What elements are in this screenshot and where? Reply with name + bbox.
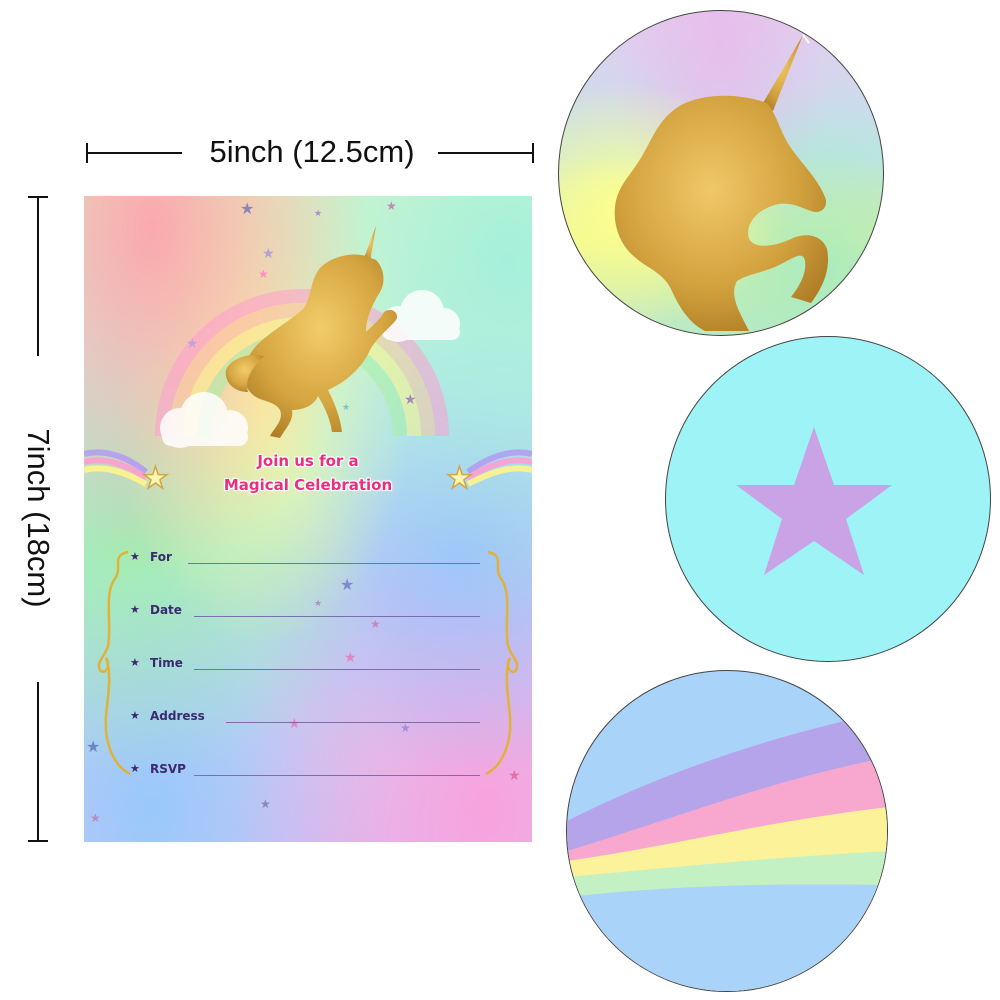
star-icon: ★ — [90, 811, 101, 825]
star-icon: ★ — [404, 391, 417, 407]
purple-star-icon — [736, 427, 892, 575]
star-icon: ★ — [260, 797, 271, 811]
bullet-star-icon: ★ — [130, 763, 140, 775]
height-dimension: 7inch (18cm) — [16, 196, 60, 842]
field-line — [194, 775, 480, 776]
invitation-card: ★ ★ ★ ★ ★ ★ ★ ★ ★ ★ ★ ★ ★ ★ ★ ★ ★ ★ — [84, 196, 532, 842]
field-time: ★ Time — [130, 654, 480, 674]
star-icon: ★ — [186, 335, 199, 351]
star-icon: ★ — [344, 649, 357, 665]
height-dimension-line-top — [37, 196, 39, 356]
star-icon: ★ — [86, 739, 100, 756]
star-icon: ★ — [314, 208, 322, 218]
star-icon: ★ — [400, 721, 411, 735]
rainbow-wave-sticker — [566, 670, 888, 992]
width-dimension-line-left — [86, 152, 182, 154]
field-label: For — [150, 550, 172, 564]
field-date: ★ Date — [130, 601, 480, 621]
width-dimension-tick-right — [532, 143, 534, 163]
height-dimension-tick-bottom — [28, 840, 48, 842]
star-icon: ★ — [342, 402, 350, 412]
rainbow-ribbon-left — [84, 449, 148, 487]
field-line — [194, 669, 480, 670]
field-for: ★ For — [130, 548, 480, 568]
width-dimension-label: 5inch (12.5cm) — [209, 134, 415, 169]
field-line — [194, 616, 480, 617]
purple-star-sticker — [665, 336, 991, 662]
card-artwork: ★ ★ ★ ★ ★ ★ ★ ★ ★ ★ ★ ★ ★ ★ ★ ★ ★ ★ — [84, 199, 532, 825]
gold-star-right-icon: ★ — [446, 462, 473, 495]
height-dimension-line-bottom — [37, 682, 39, 842]
star-icon: ★ — [288, 715, 301, 731]
width-dimension-line-right — [438, 152, 534, 154]
gold-unicorn-icon — [225, 226, 398, 438]
star-icon: ★ — [240, 201, 254, 218]
rainbow-ribbon-right — [466, 449, 532, 487]
headline-line-2: Magical Celebration — [223, 476, 393, 494]
field-label: RSVP — [150, 762, 186, 776]
width-dimension: 5inch (12.5cm) — [86, 132, 534, 172]
field-label: Date — [150, 603, 182, 617]
height-dimension-label: 7inch (18cm) — [21, 428, 56, 608]
bullet-star-icon: ★ — [130, 710, 140, 722]
gold-frame — [97, 550, 519, 776]
star-icon: ★ — [340, 577, 354, 594]
bullet-star-icon: ★ — [130, 551, 140, 563]
star-icon: ★ — [508, 767, 521, 783]
star-icon: ★ — [262, 245, 275, 261]
field-rsvp: ★ RSVP — [130, 760, 480, 780]
gold-unicorn-sticker — [558, 10, 884, 336]
rainbow-wave-icon — [567, 711, 887, 991]
field-label: Time — [150, 656, 183, 670]
field-line — [188, 563, 480, 564]
gold-unicorn-closeup-icon — [614, 34, 829, 331]
star-icon: ★ — [314, 598, 322, 608]
field-label: Address — [150, 709, 205, 723]
star-icon: ★ — [386, 199, 397, 213]
field-line — [226, 722, 480, 723]
star-icon: ★ — [370, 617, 381, 631]
star-icon: ★ — [258, 267, 269, 281]
bullet-star-icon: ★ — [130, 604, 140, 616]
field-address: ★ Address — [130, 707, 480, 727]
bullet-star-icon: ★ — [130, 657, 140, 669]
gold-star-left-icon: ★ — [142, 462, 169, 495]
cloud-left — [160, 392, 248, 448]
decorative-stars: ★ ★ ★ ★ ★ ★ ★ ★ ★ ★ ★ ★ ★ ★ ★ ★ ★ ★ — [86, 199, 521, 825]
headline-line-1: Join us for a — [257, 452, 359, 470]
